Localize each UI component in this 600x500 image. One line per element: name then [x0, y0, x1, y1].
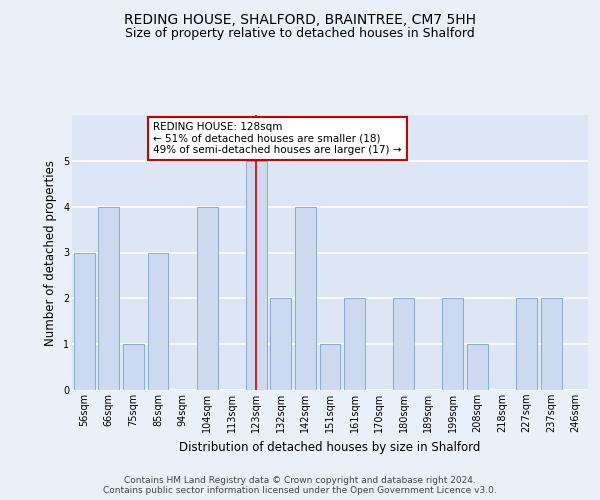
Text: REDING HOUSE, SHALFORD, BRAINTREE, CM7 5HH: REDING HOUSE, SHALFORD, BRAINTREE, CM7 5…	[124, 12, 476, 26]
Bar	[271, 298, 292, 390]
Bar	[295, 206, 316, 390]
Text: Contains HM Land Registry data © Crown copyright and database right 2024.
Contai: Contains HM Land Registry data © Crown c…	[103, 476, 497, 495]
X-axis label: Distribution of detached houses by size in Shalford: Distribution of detached houses by size …	[179, 440, 481, 454]
Y-axis label: Number of detached properties: Number of detached properties	[44, 160, 58, 346]
Bar	[344, 298, 365, 390]
Bar	[98, 206, 119, 390]
Bar	[393, 298, 414, 390]
Bar	[516, 298, 537, 390]
Text: Size of property relative to detached houses in Shalford: Size of property relative to detached ho…	[125, 28, 475, 40]
Bar	[467, 344, 488, 390]
Bar	[320, 344, 340, 390]
Bar	[148, 252, 169, 390]
Bar	[197, 206, 218, 390]
Bar	[123, 344, 144, 390]
Bar	[246, 161, 267, 390]
Bar	[442, 298, 463, 390]
Bar	[74, 252, 95, 390]
Text: REDING HOUSE: 128sqm
← 51% of detached houses are smaller (18)
49% of semi-detac: REDING HOUSE: 128sqm ← 51% of detached h…	[153, 122, 401, 155]
Bar	[541, 298, 562, 390]
